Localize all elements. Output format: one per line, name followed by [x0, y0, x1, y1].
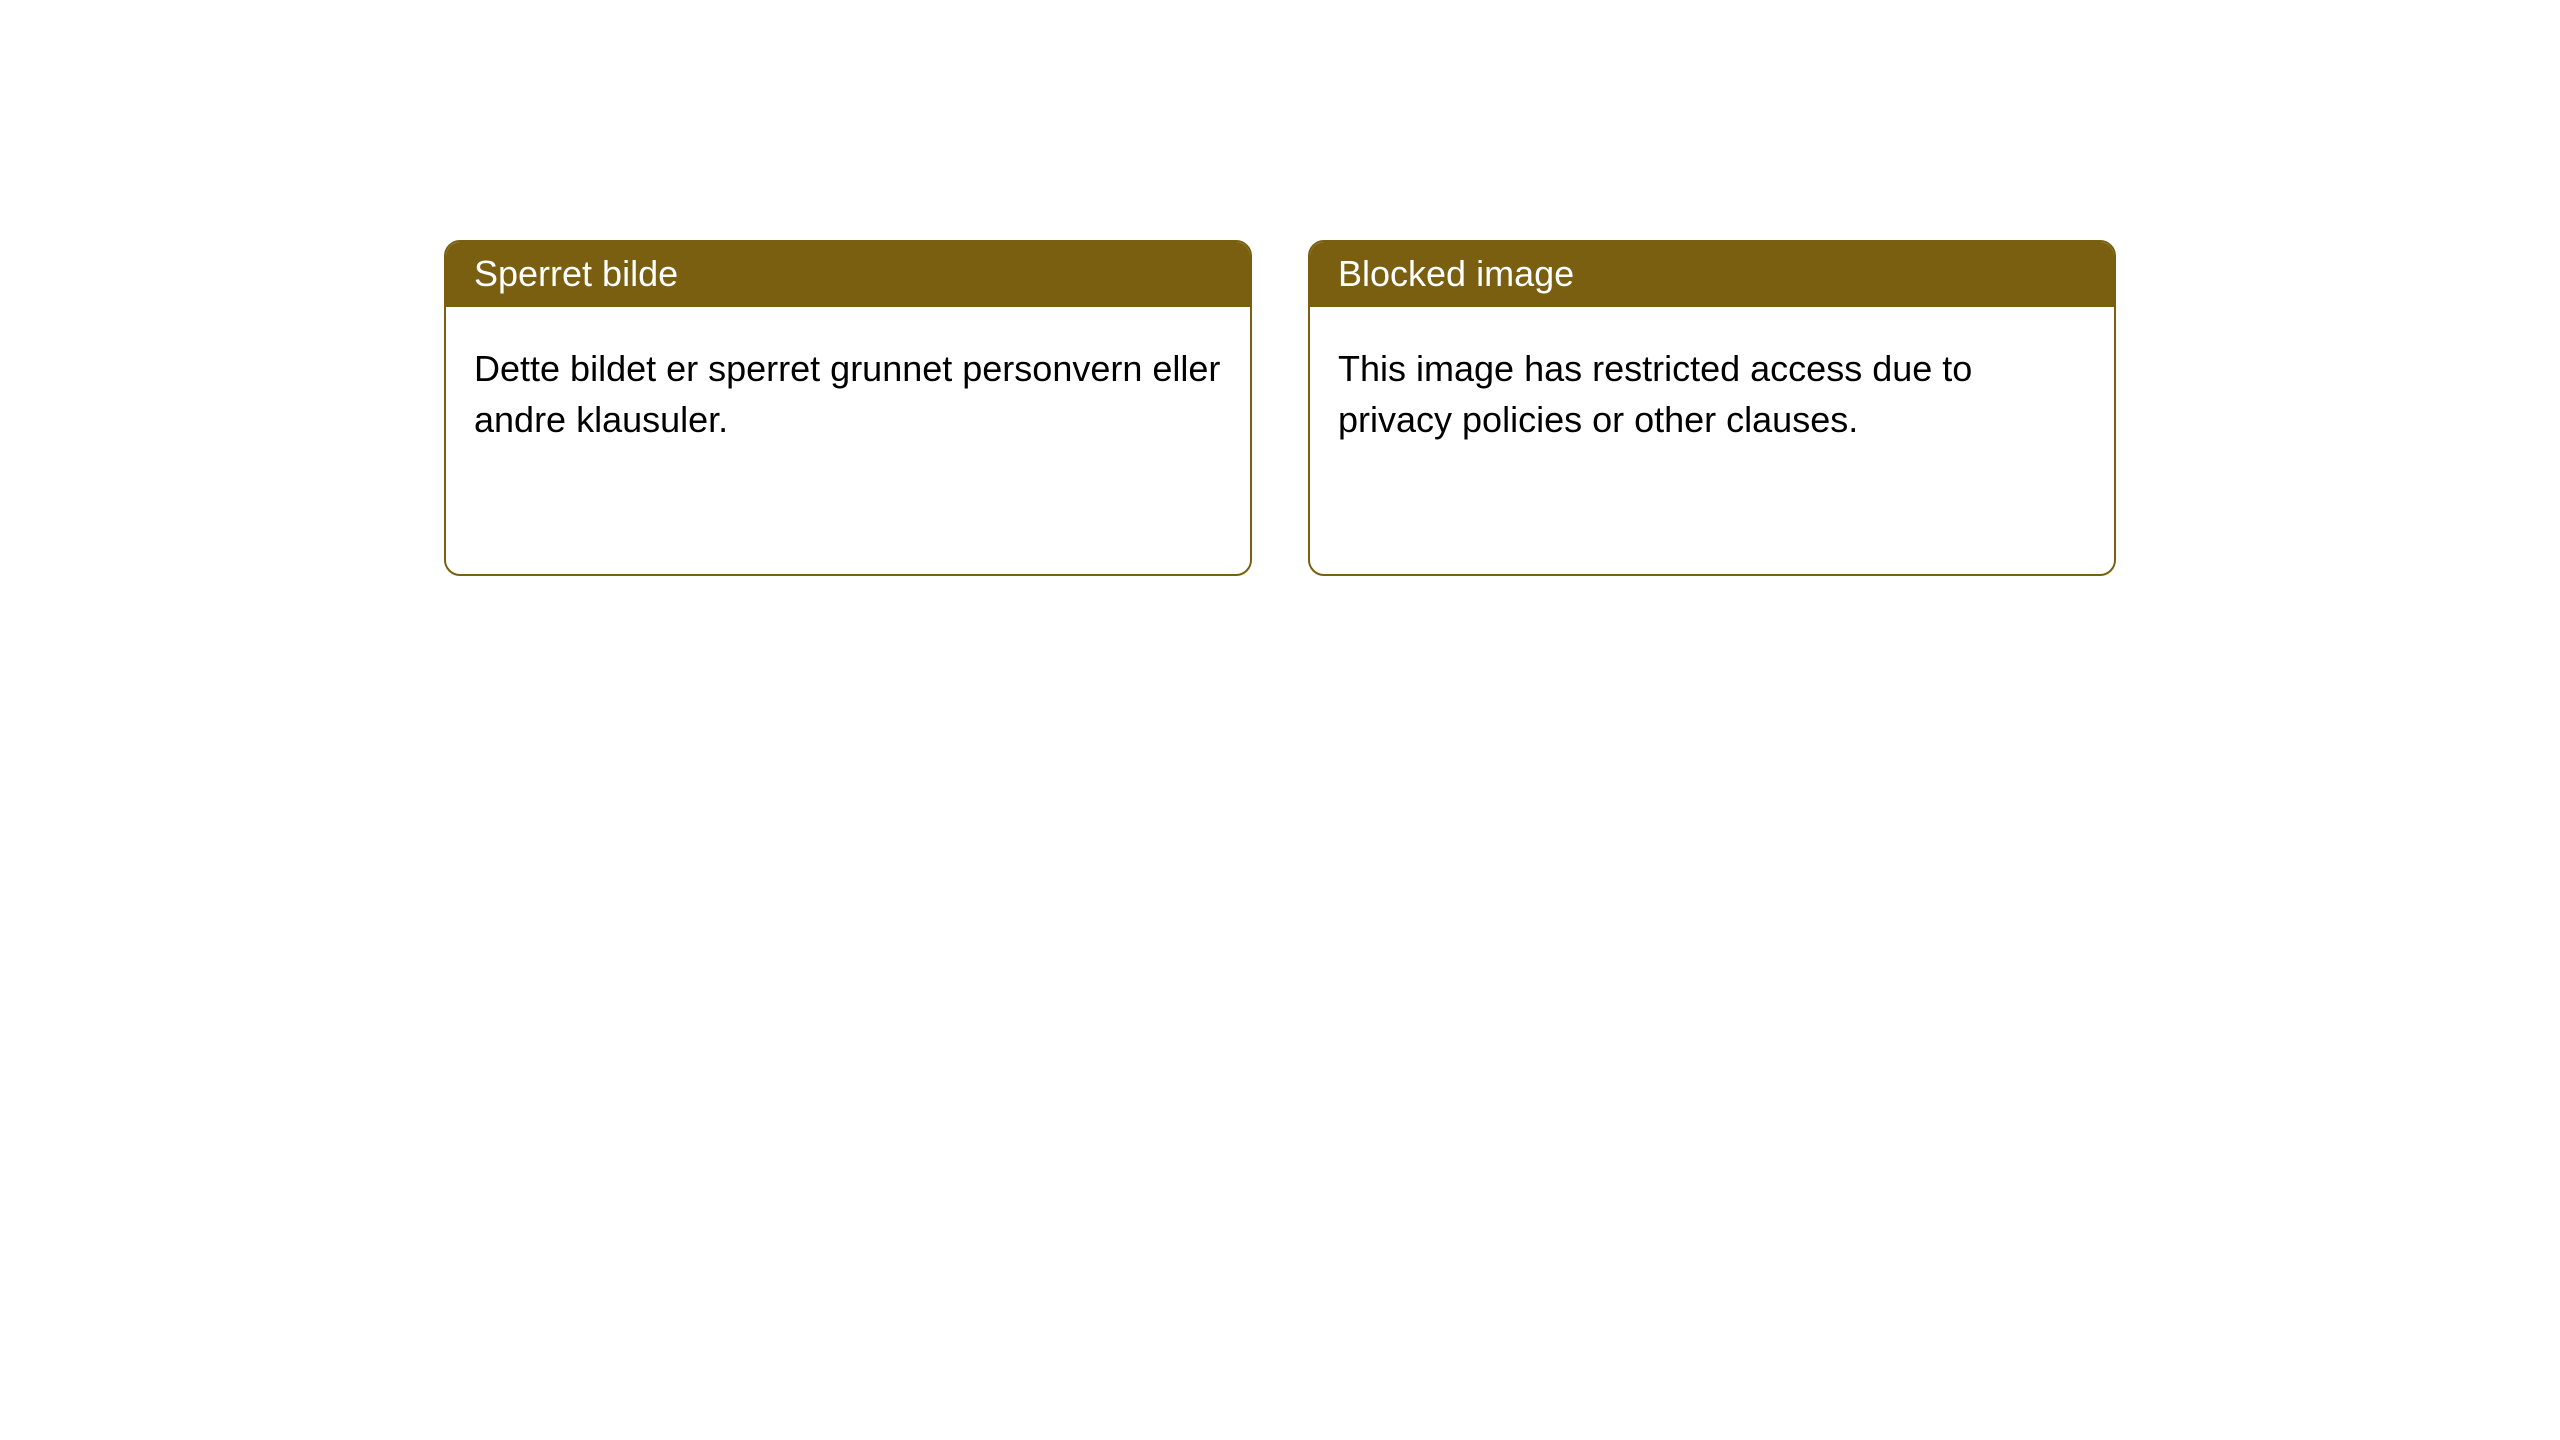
card-message-no: Dette bildet er sperret grunnet personve…	[474, 343, 1222, 445]
card-message-en: This image has restricted access due to …	[1338, 343, 2086, 445]
card-header-en: Blocked image	[1310, 242, 2114, 307]
card-title-no: Sperret bilde	[474, 253, 678, 294]
blocked-image-card-en: Blocked image This image has restricted …	[1308, 240, 2116, 576]
card-body-no: Dette bildet er sperret grunnet personve…	[446, 307, 1250, 473]
card-title-en: Blocked image	[1338, 253, 1574, 294]
notice-container: Sperret bilde Dette bildet er sperret gr…	[0, 0, 2560, 576]
card-body-en: This image has restricted access due to …	[1310, 307, 2114, 473]
card-header-no: Sperret bilde	[446, 242, 1250, 307]
blocked-image-card-no: Sperret bilde Dette bildet er sperret gr…	[444, 240, 1252, 576]
